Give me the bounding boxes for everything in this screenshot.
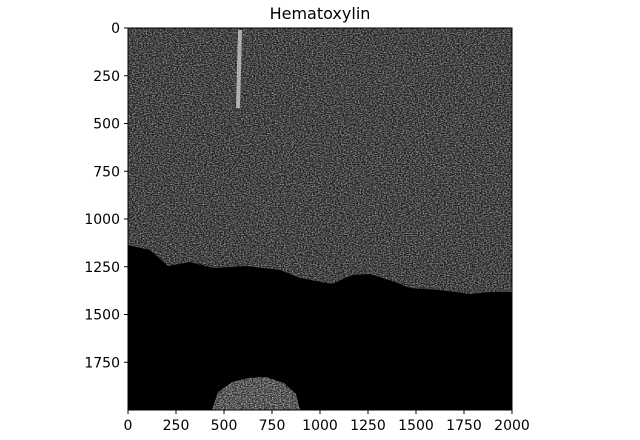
y-tick-label: 1750 xyxy=(84,355,120,371)
vertical-streak xyxy=(236,30,242,108)
tissue-texture-region xyxy=(128,28,512,294)
y-tick-label: 750 xyxy=(93,164,120,180)
x-axis: 0 250 500 750 1000 1250 1500 1750 2000 xyxy=(124,410,530,434)
x-tick-label: 1750 xyxy=(446,418,482,434)
x-tick-label: 2000 xyxy=(494,418,530,434)
x-tick-label: 1500 xyxy=(398,418,434,434)
y-tick-label: 500 xyxy=(93,117,120,133)
x-tick-label: 500 xyxy=(211,418,238,434)
figure-title: Hematoxylin xyxy=(270,4,371,23)
y-tick-label: 1500 xyxy=(84,308,120,324)
y-axis: 0 250 500 750 1000 1250 1500 1750 xyxy=(84,21,128,371)
y-tick-label: 1000 xyxy=(84,212,120,228)
x-tick-label: 0 xyxy=(124,418,133,434)
micrograph-image xyxy=(128,28,512,410)
x-tick-label: 750 xyxy=(259,418,286,434)
y-tick-label: 0 xyxy=(111,21,120,37)
y-tick-label: 1250 xyxy=(84,260,120,276)
y-tick-label: 250 xyxy=(93,69,120,85)
x-tick-label: 1000 xyxy=(302,418,338,434)
x-tick-label: 250 xyxy=(163,418,190,434)
x-tick-label: 1250 xyxy=(350,418,386,434)
